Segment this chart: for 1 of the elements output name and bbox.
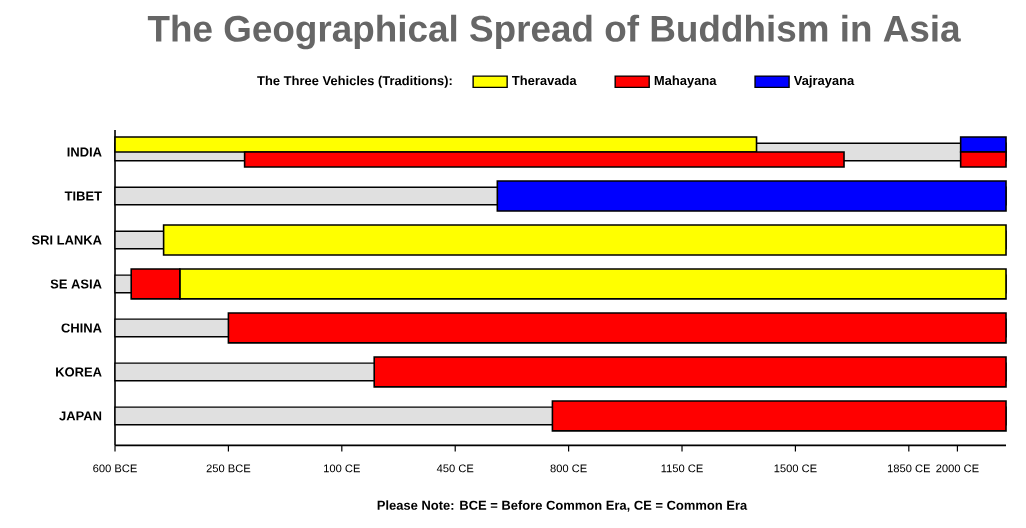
chart-title: The Geographical Spread of Buddhism in Asia (147, 14, 961, 50)
